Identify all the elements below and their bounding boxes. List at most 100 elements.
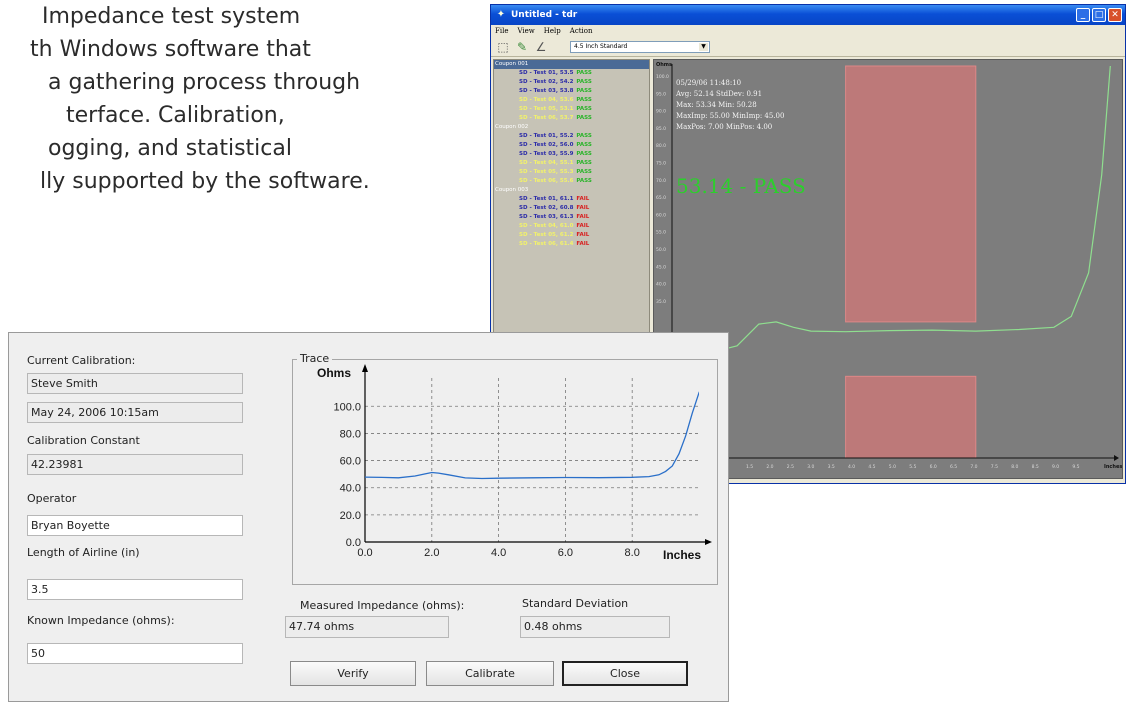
tdr-xtick: 3.5 xyxy=(828,464,835,470)
tdr-xtick: 6.5 xyxy=(950,464,957,470)
y-axis-arrow xyxy=(362,364,368,372)
test-result-badge: PASS xyxy=(574,178,592,184)
stats-imp-limits: MaxImp: 55.00 MinImp: 45.00 xyxy=(676,112,785,120)
tdr-xtick: 9.5 xyxy=(1072,464,1079,470)
tdr-xtick: 1.5 xyxy=(746,464,753,470)
minimize-icon[interactable]: _ xyxy=(1076,8,1090,22)
maximize-icon[interactable]: □ xyxy=(1092,8,1106,22)
test-name: SD - Test 05, 55.3 xyxy=(519,169,574,175)
close-button[interactable]: Close xyxy=(562,661,688,686)
operator-input[interactable]: Bryan Boyette xyxy=(27,515,243,536)
title-bar[interactable]: ✦ Untitled - tdr _ □ ✕ xyxy=(491,5,1125,25)
tree-test-item[interactable]: SD - Test 02, 54.2 PASS xyxy=(494,78,649,87)
tree-coupon[interactable]: Coupon 001 xyxy=(494,60,649,69)
tree-test-item[interactable]: SD - Test 02, 60.8 FAIL xyxy=(494,204,649,213)
test-result-badge: FAIL xyxy=(574,223,590,229)
promo-line: ogging, and statistical xyxy=(48,136,292,161)
test-result-badge: PASS xyxy=(574,160,592,166)
close-icon[interactable]: ✕ xyxy=(1108,8,1122,22)
test-name: SD - Test 03, 53.8 xyxy=(519,88,574,94)
known-impedance-input[interactable]: 50 xyxy=(27,643,243,664)
tree-test-item[interactable]: SD - Test 05, 53.1 PASS xyxy=(494,105,649,114)
tree-test-item[interactable]: SD - Test 03, 55.9 PASS xyxy=(494,150,649,159)
y-tick-label: 60.0 xyxy=(340,456,361,468)
tdr-ytick: 85.0 xyxy=(656,126,666,132)
calibrate-button[interactable]: Calibrate xyxy=(426,661,554,686)
tdr-xtick: 7.5 xyxy=(991,464,998,470)
tree-test-item[interactable]: SD - Test 03, 53.8 PASS xyxy=(494,87,649,96)
tree-coupon[interactable]: Coupon 002 xyxy=(495,124,529,130)
tree-test-item[interactable]: SD - Test 01, 53.5 PASS xyxy=(494,69,649,78)
tree-test-item[interactable]: SD - Test 04, 55.1 PASS xyxy=(494,159,649,168)
tree-test-item[interactable]: SD - Test 06, 53.7 PASS xyxy=(494,114,649,123)
tdr-xtick: 4.5 xyxy=(868,464,875,470)
measured-impedance-label: Measured Impedance (ohms): xyxy=(300,599,465,612)
tdr-xlabel: Inches xyxy=(1104,464,1122,470)
tree-test-item[interactable]: SD - Test 06, 61.4 FAIL xyxy=(494,240,649,249)
select-region-icon[interactable]: ⬚ xyxy=(497,39,509,54)
test-result-badge: PASS xyxy=(574,70,592,76)
stats-avg: Avg: 52.14 StdDev: 0.91 xyxy=(676,90,763,98)
stats-max: Max: 53.34 Min: 50.28 xyxy=(676,101,757,109)
menu-file[interactable]: File xyxy=(495,27,509,35)
x-tick-label: 0.0 xyxy=(357,547,372,559)
tree-test-item[interactable]: SD - Test 04, 61.0 FAIL xyxy=(494,222,649,231)
tdr-xtick: 2.0 xyxy=(766,464,773,470)
tree-test-item[interactable]: SD - Test 06, 55.6 PASS xyxy=(494,177,649,186)
operator-label: Operator xyxy=(27,492,77,505)
standard-deviation-label: Standard Deviation xyxy=(522,597,629,610)
tdr-xtick: 9.0 xyxy=(1052,464,1059,470)
test-result-badge: FAIL xyxy=(574,232,590,238)
probe-icon[interactable]: ✎ xyxy=(516,39,528,54)
stats-timestamp: 05/29/06 11:48:10 xyxy=(676,79,742,87)
tdr-ytick: 60.0 xyxy=(656,212,666,218)
airline-length-input[interactable]: 3.5 xyxy=(27,579,243,600)
tree-test-item[interactable]: SD - Test 05, 55.3 PASS xyxy=(494,168,649,177)
menu-action[interactable]: Action xyxy=(569,27,593,35)
promo-line: a gathering process through xyxy=(48,70,361,95)
test-result-badge: PASS xyxy=(574,97,592,103)
tdr-ytick: 75.0 xyxy=(656,161,666,167)
tdr-xtick: 8.5 xyxy=(1032,464,1039,470)
tree-coupon[interactable]: Coupon 003 xyxy=(495,187,529,193)
promo-line: th Windows software that xyxy=(30,37,311,62)
tdr-ytick: 65.0 xyxy=(656,195,666,201)
tdr-xtick: 2.5 xyxy=(787,464,794,470)
tree-test-item[interactable]: SD - Test 03, 61.3 FAIL xyxy=(494,213,649,222)
test-result-badge: PASS xyxy=(574,142,592,148)
test-result-badge: PASS xyxy=(574,151,592,157)
tree-test-item[interactable]: SD - Test 04, 53.6 PASS xyxy=(494,96,649,105)
limit-band-upper xyxy=(845,65,977,323)
trace-legend: Trace xyxy=(297,352,333,365)
tdr-plot: Ohms Inches 100.0 95.0 90.0 85.0 80.0 75.0 70.0 6… xyxy=(653,59,1123,479)
profile-select[interactable]: 4.5 Inch Standard ▼ xyxy=(570,40,710,53)
tree-test-item[interactable]: SD - Test 05, 61.2 FAIL xyxy=(494,231,649,240)
test-result-badge: FAIL xyxy=(574,205,590,211)
y-tick-label: 20.0 xyxy=(340,510,361,522)
test-result: 53.14 - PASS xyxy=(676,174,806,198)
calibration-constant-label: Calibration Constant xyxy=(27,434,140,447)
measure-icon[interactable]: ∠ xyxy=(535,39,547,54)
tdr-ytick: 100.0 xyxy=(656,74,669,80)
tree-test-item[interactable]: SD - Test 01, 61.1 FAIL xyxy=(494,195,649,204)
tdr-xtick: 6.0 xyxy=(930,464,937,470)
tree-test-item[interactable]: SD - Test 02, 56.0 PASS xyxy=(494,141,649,150)
test-name: SD - Test 02, 56.0 xyxy=(519,142,574,148)
test-name: SD - Test 01, 61.1 xyxy=(519,196,574,202)
limit-band-lower xyxy=(845,375,977,459)
test-name: SD - Test 06, 61.4 xyxy=(519,241,574,247)
test-name: SD - Test 04, 53.6 xyxy=(519,97,574,103)
test-result-badge: PASS xyxy=(574,169,592,175)
test-result-badge: PASS xyxy=(574,106,592,112)
y-tick-label: 0.0 xyxy=(346,537,361,549)
menu-view[interactable]: View xyxy=(517,27,535,35)
y-tick-label: 100.0 xyxy=(333,401,361,413)
chevron-down-icon[interactable]: ▼ xyxy=(699,42,708,51)
test-result-badge: FAIL xyxy=(574,241,590,247)
tree-test-item[interactable]: SD - Test 01, 55.2 PASS xyxy=(494,132,649,141)
tdr-ylabel: Ohms xyxy=(656,62,672,68)
profile-select-value: 4.5 Inch Standard xyxy=(574,43,628,50)
verify-button[interactable]: Verify xyxy=(290,661,416,686)
window-title: Untitled - tdr xyxy=(511,10,578,20)
menu-help[interactable]: Help xyxy=(543,27,561,35)
